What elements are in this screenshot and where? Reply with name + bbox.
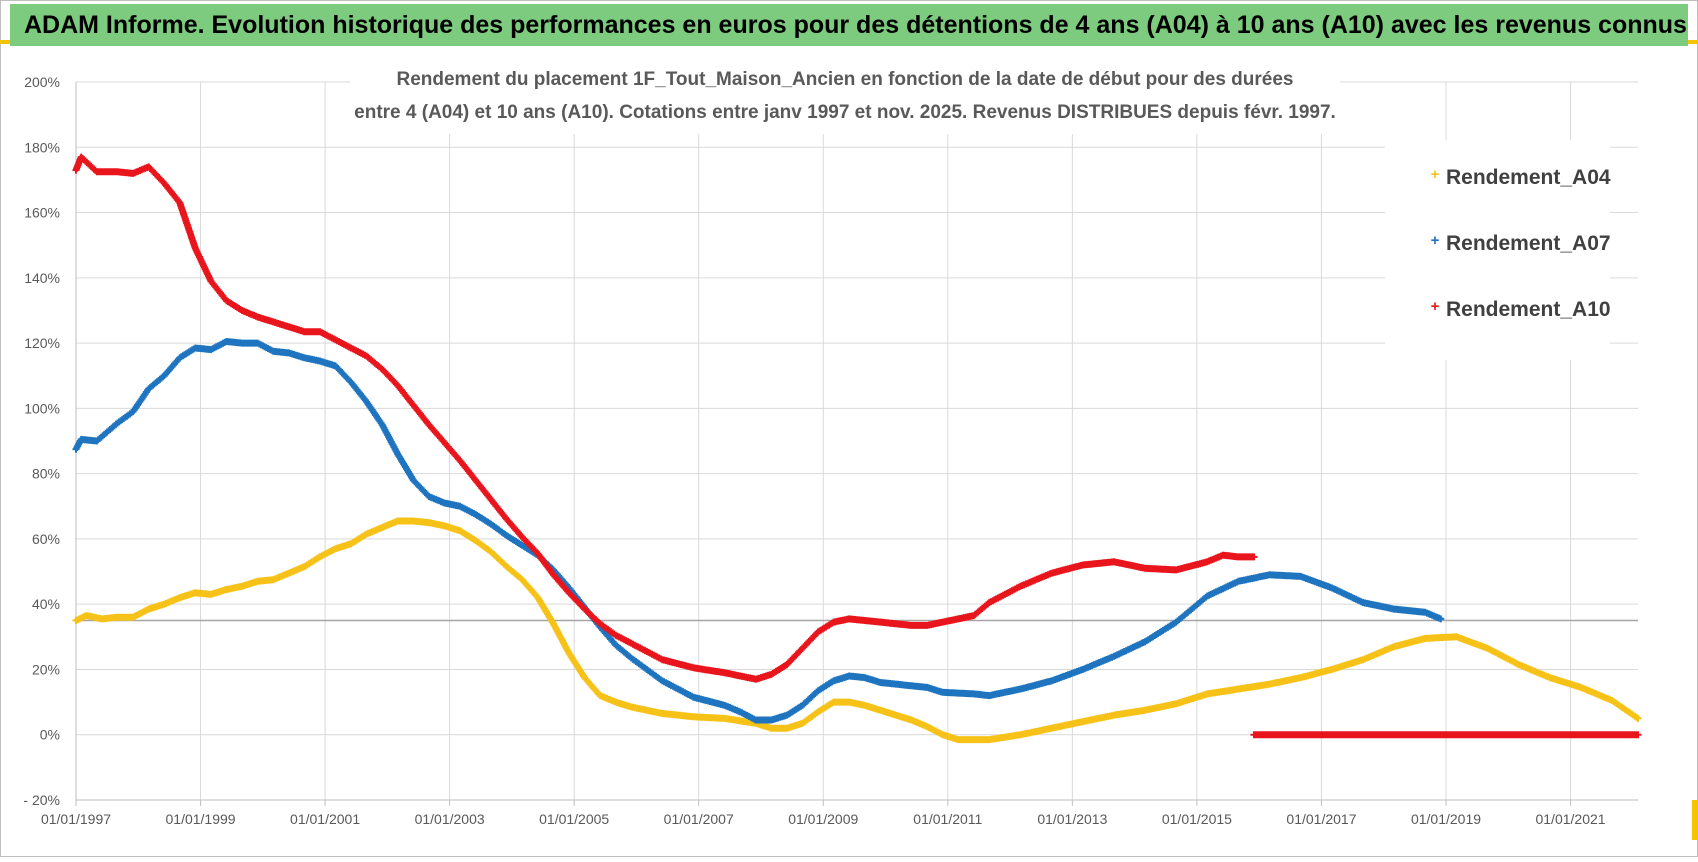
x-axis-ticks: 01/01/1997 01/01/1999 01/01/2001 01/01/2003… xyxy=(41,811,1606,827)
y-tick-label: 140% xyxy=(24,270,60,286)
x-tick-label: 01/01/2007 xyxy=(664,811,734,827)
x-tick-label: 01/01/2021 xyxy=(1535,811,1605,827)
series-markers xyxy=(72,153,1258,683)
x-tick-label: 01/01/2019 xyxy=(1411,811,1481,827)
legend-marker-a10: + xyxy=(1431,298,1440,315)
y-tick-label: 160% xyxy=(24,205,60,221)
corner-accent xyxy=(1678,40,1698,44)
chart-title: Rendement du placement 1F_Tout_Maison_An… xyxy=(350,58,1340,134)
x-tick-label: 01/01/2015 xyxy=(1162,811,1232,827)
corner-accent xyxy=(1692,800,1698,840)
legend-marker-a04: + xyxy=(1431,166,1440,183)
legend-label-a04: Rendement_A04 xyxy=(1446,166,1611,189)
y-tick-label: 20% xyxy=(32,661,60,677)
y-tick-label: 60% xyxy=(32,531,60,547)
chart-title-line-1: Rendement du placement 1F_Tout_Maison_An… xyxy=(396,69,1293,90)
series-rendement-a04 xyxy=(72,517,1642,744)
chart: - 20% 0% 20% 40% 60% 80% 100% 120% 140% 160% 180% 2… xyxy=(0,50,1698,857)
legend-label-a07: Rendement_A07 xyxy=(1446,232,1611,255)
page-title: ADAM Informe. Evolution historique des p… xyxy=(10,4,1688,46)
y-tick-label: 40% xyxy=(32,596,60,612)
y-axis-ticks: - 20% 0% 20% 40% 60% 80% 100% 120% 140% 160% 180% 2… xyxy=(23,74,60,808)
x-tick-label: 01/01/2011 xyxy=(913,811,982,827)
x-tick-label: 01/01/2017 xyxy=(1286,811,1356,827)
series-markers xyxy=(72,517,1642,744)
y-tick-label: 120% xyxy=(24,335,60,351)
series-rendement-a07 xyxy=(72,338,1445,724)
y-tick-label: 80% xyxy=(32,466,60,482)
series-flat xyxy=(1250,731,1642,739)
y-tick-label: 0% xyxy=(40,727,60,743)
y-tick-label: 180% xyxy=(24,139,60,155)
legend: + Rendement_A04 + Rendement_A07 + Rendem… xyxy=(1385,140,1611,360)
series-markers xyxy=(1250,731,1642,739)
series xyxy=(72,153,1642,744)
x-tick-label: 01/01/2003 xyxy=(415,811,485,827)
x-tick-label: 01/01/1999 xyxy=(166,811,236,827)
x-tick-label: 01/01/2001 xyxy=(290,811,360,827)
series-rendement-a10 xyxy=(72,153,1258,683)
x-tick-label: 01/01/2009 xyxy=(788,811,858,827)
x-tick-label: 01/01/1997 xyxy=(41,811,111,827)
x-tick-label: 01/01/2005 xyxy=(539,811,609,827)
series-markers xyxy=(72,338,1445,724)
legend-label-a10: Rendement_A10 xyxy=(1446,298,1611,321)
y-tick-label: - 20% xyxy=(23,792,60,808)
chart-title-line-2: entre 4 (A04) et 10 ans (A10). Cotations… xyxy=(354,102,1336,123)
y-tick-label: 200% xyxy=(24,74,60,90)
legend-marker-a07: + xyxy=(1431,232,1440,249)
x-tick-label: 01/01/2013 xyxy=(1037,811,1107,827)
y-tick-label: 100% xyxy=(24,400,60,416)
chart-svg: - 20% 0% 20% 40% 60% 80% 100% 120% 140% 160% 180% 2… xyxy=(23,58,1642,827)
